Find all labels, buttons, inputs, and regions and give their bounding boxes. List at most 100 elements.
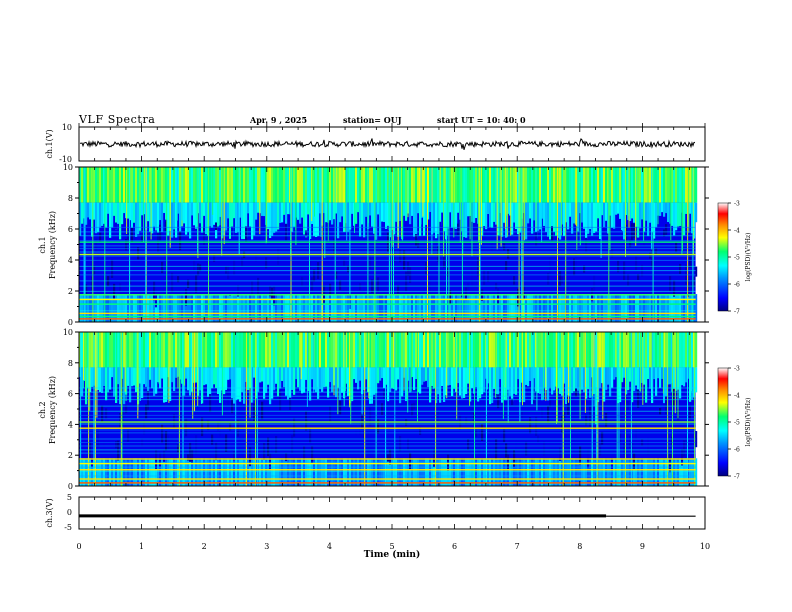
- low-band-column: [211, 458, 214, 486]
- sferic-spike: [667, 332, 669, 486]
- high-band-column: [493, 332, 496, 368]
- mid-band-speckle: [457, 397, 460, 413]
- band-edge-column: [107, 202, 110, 214]
- sferic-spike: [306, 332, 308, 407]
- band-edge-column: [257, 367, 260, 392]
- high-band-column: [527, 167, 530, 203]
- band-edge-column: [319, 202, 322, 214]
- sferic-spike: [625, 167, 626, 258]
- band-edge-column: [439, 202, 442, 226]
- low-band-column: [391, 294, 394, 322]
- low-band-column: [567, 458, 570, 486]
- high-band-column: [395, 167, 398, 203]
- band-edge-column: [325, 202, 328, 223]
- high-band-column: [213, 332, 216, 368]
- sferic-spike: [83, 332, 85, 381]
- low-band-column: [477, 458, 480, 486]
- high-band-column: [95, 167, 98, 203]
- low-band-column: [155, 458, 158, 486]
- band-edge-column: [613, 202, 616, 229]
- low-band-column: [593, 294, 596, 322]
- high-band-column: [251, 167, 254, 203]
- low-band-column: [181, 458, 184, 486]
- low-band-column: [231, 458, 234, 486]
- sferic-spike: [595, 332, 597, 425]
- high-band-column: [605, 332, 608, 368]
- band-edge-column: [205, 367, 208, 385]
- sferic-spike: [438, 167, 440, 322]
- strong-freq-line: [79, 312, 696, 315]
- sferic-spike: [616, 332, 618, 486]
- low-band-column: [319, 294, 322, 322]
- mid-band-speckle: [329, 406, 332, 422]
- low-band-column: [209, 294, 212, 322]
- mid-band-speckle: [419, 427, 422, 436]
- mid-band-speckle: [147, 390, 150, 410]
- high-band-column: [505, 332, 508, 368]
- mid-band-speckle: [467, 439, 470, 450]
- low-band-column: [459, 458, 462, 486]
- high-band-column: [371, 332, 374, 368]
- mid-band-speckle: [695, 431, 698, 448]
- sferic-spike: [104, 167, 106, 322]
- high-band-column: [371, 167, 374, 203]
- low-band-column: [645, 458, 648, 486]
- mid-band-speckle: [681, 448, 684, 466]
- low-band-column: [469, 294, 472, 322]
- low-band-column: [125, 458, 128, 486]
- mid-band-speckle: [245, 226, 248, 243]
- high-band-column: [115, 167, 118, 203]
- sferic-spike: [541, 167, 543, 243]
- high-band-column: [391, 167, 394, 203]
- band-edge-column: [399, 367, 402, 404]
- band-edge-column: [243, 367, 246, 404]
- mid-band-speckle: [467, 283, 470, 292]
- mid-band-speckle: [231, 226, 234, 240]
- high-band-column: [541, 332, 544, 368]
- band-edge-column: [361, 202, 364, 225]
- strong-freq-line: [79, 421, 696, 423]
- low-band-column: [623, 294, 626, 322]
- low-band-column: [551, 458, 554, 486]
- band-edge-column: [337, 202, 340, 239]
- low-band-column: [113, 458, 116, 486]
- high-band-column: [451, 167, 454, 203]
- high-band-column: [387, 167, 390, 203]
- sferic-spike: [403, 332, 405, 391]
- band-edge-column: [691, 202, 694, 234]
- low-band-column: [189, 458, 192, 486]
- sferic-spike: [597, 332, 599, 486]
- band-edge-column: [281, 202, 284, 223]
- low-band-column: [421, 294, 424, 322]
- band-edge-column: [297, 367, 300, 388]
- high-band-column: [537, 332, 540, 368]
- band-edge-column: [153, 202, 156, 227]
- time-tick-label: 1: [139, 542, 144, 551]
- mid-band-speckle: [487, 271, 490, 283]
- low-band-column: [321, 458, 324, 486]
- low-band-column: [219, 458, 222, 486]
- high-band-column: [219, 332, 222, 368]
- mid-band-speckle: [301, 276, 304, 287]
- low-band-column: [689, 294, 692, 322]
- band-edge-column: [339, 367, 342, 400]
- band-edge-column: [437, 202, 440, 235]
- high-band-column: [263, 167, 266, 203]
- mid-band-speckle: [369, 407, 372, 427]
- low-band-column: [495, 458, 498, 486]
- low-band-column: [175, 294, 178, 322]
- band-edge-column: [687, 367, 690, 379]
- low-band-column: [457, 294, 460, 322]
- mid-band-speckle: [449, 290, 452, 305]
- high-band-column: [277, 167, 280, 203]
- sferic-spike: [259, 167, 261, 235]
- high-band-column: [357, 167, 360, 203]
- low-band-column: [91, 458, 94, 486]
- low-band-column: [531, 458, 534, 486]
- high-band-column: [355, 167, 358, 203]
- mid-band-speckle: [593, 275, 596, 293]
- band-edge-column: [239, 202, 242, 218]
- high-band-column: [465, 332, 468, 368]
- high-band-column: [351, 167, 354, 203]
